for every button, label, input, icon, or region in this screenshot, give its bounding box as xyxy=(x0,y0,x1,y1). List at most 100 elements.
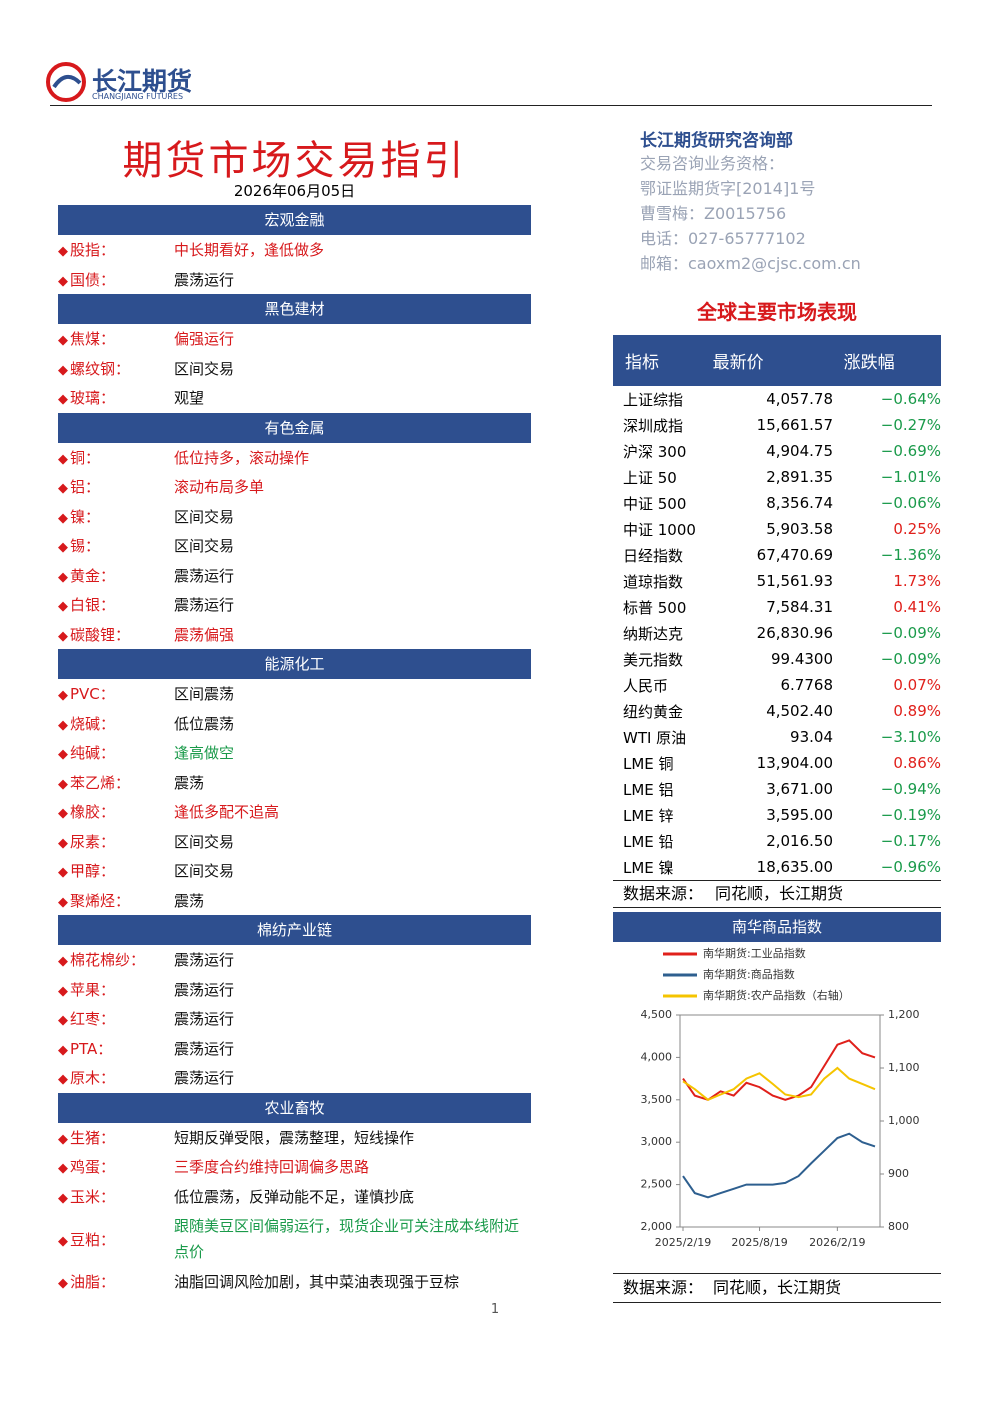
index-name: 中证 1000 xyxy=(623,520,696,539)
index-name: 中证 500 xyxy=(623,494,687,513)
change: 0.86% xyxy=(893,754,941,772)
item-row: 烧碱：低位震荡 xyxy=(58,709,531,739)
market-row: WTI 原油 93.04 −3.10% xyxy=(613,724,941,750)
market-row: LME 铝 3,671.00 −0.94% xyxy=(613,776,941,802)
change: −1.01% xyxy=(880,468,941,486)
index-name: 人民币 xyxy=(623,676,669,695)
item-view: 震荡运行 xyxy=(174,1069,235,1088)
table-source: 数据来源： 同花顺，长江期货 xyxy=(613,880,941,908)
item-label: 苹果： xyxy=(58,979,174,1000)
item-label: 铜： xyxy=(58,447,174,468)
change: −0.27% xyxy=(880,416,941,434)
item-label: 螺纹钢： xyxy=(58,358,174,379)
price: 67,470.69 xyxy=(756,546,833,564)
market-row: 纽约黄金 4,502.40 0.89% xyxy=(613,698,941,724)
page-number: 1 xyxy=(490,1302,500,1317)
change: 0.41% xyxy=(893,598,941,616)
item-view: 震荡运行 xyxy=(174,566,235,585)
item-view: 中长期看好，逢低做多 xyxy=(174,241,325,260)
change: −3.10% xyxy=(880,728,941,746)
legend-label: 南华期货:工业品指数 xyxy=(703,946,806,960)
item-row: 棉花棉纱：震荡运行 xyxy=(58,945,531,975)
market-table: 指标 最新价 涨跌幅 上证综指 4,057.78 −0.64% 深圳成指 15,661.57 −… xyxy=(613,335,941,908)
price: 4,904.75 xyxy=(766,442,833,460)
market-row: 道琼指数 51,561.93 1.73% xyxy=(613,568,941,594)
series-line xyxy=(682,1039,876,1101)
source-label: 数据来源： xyxy=(623,884,704,903)
contact-line: 交易咨询业务资格： xyxy=(640,154,785,173)
item-label: 焦煤： xyxy=(58,328,174,349)
x-tick-label: 2026/2/19 xyxy=(809,1236,865,1249)
y-tick-label: 2,500 xyxy=(641,1178,673,1191)
item-view: 区间交易 xyxy=(174,359,235,378)
price: 93.04 xyxy=(790,728,833,746)
item-label: 黄金： xyxy=(58,565,174,586)
index-name: 美元指数 xyxy=(623,650,684,669)
item-label: 铝： xyxy=(58,476,174,497)
item-view: 震荡 xyxy=(174,773,205,792)
item-row: 铝：滚动布局多单 xyxy=(58,472,531,502)
contact-line: 邮箱：caoxm2@cjsc.com.cn xyxy=(640,254,861,273)
item-label: 原木： xyxy=(58,1067,174,1088)
item-view: 油脂回调风险加剧，其中菜油表现强于豆棕 xyxy=(174,1273,460,1292)
market-row: LME 铜 13,904.00 0.86% xyxy=(613,750,941,776)
source-text: 同花顺，长江期货 xyxy=(713,1278,842,1297)
section-header: 能源化工 xyxy=(58,649,531,679)
chart-source: 数据来源： 同花顺，长江期货 xyxy=(613,1273,941,1303)
change: −0.09% xyxy=(880,624,941,642)
index-name: LME 铝 xyxy=(623,780,674,799)
item-row: 原木：震荡运行 xyxy=(58,1063,531,1093)
market-row: 沪深 300 4,904.75 −0.69% xyxy=(613,438,941,464)
item-label: 生猪： xyxy=(58,1127,174,1148)
plot-frame xyxy=(679,1014,881,1228)
index-name: 深圳成指 xyxy=(623,416,684,435)
item-row: 聚烯烃：震荡 xyxy=(58,886,531,916)
contact-line: 曹雪梅：Z0015756 xyxy=(640,204,787,223)
item-view: 震荡运行 xyxy=(174,270,235,289)
item-view: 震荡偏强 xyxy=(174,625,235,644)
section-header: 宏观金融 xyxy=(58,205,531,235)
column-header: 涨跌幅 xyxy=(843,353,895,373)
x-tick-label: 2025/2/19 xyxy=(655,1236,711,1249)
logo-cn: 长江期货 xyxy=(92,67,193,96)
price: 13,904.00 xyxy=(756,754,833,772)
item-label: 白银： xyxy=(58,594,174,615)
legend-label: 南华期货:商品指数 xyxy=(703,967,795,981)
market-row: 美元指数 99.4300 −0.09% xyxy=(613,646,941,672)
change: 0.89% xyxy=(893,702,941,720)
source-label: 数据来源： xyxy=(623,1278,704,1297)
item-label: 油脂： xyxy=(58,1271,174,1292)
series-line xyxy=(682,1066,876,1101)
section-header: 有色金属 xyxy=(58,412,531,443)
item-label: 尿素： xyxy=(58,831,174,852)
item-row: 国债：震荡运行 xyxy=(58,265,531,295)
price: 5,903.58 xyxy=(766,520,833,538)
index-name: 纽约黄金 xyxy=(623,702,684,721)
item-label: 豆粕： xyxy=(58,1229,174,1250)
item-view: 区间交易 xyxy=(174,537,235,556)
source-text: 同花顺，长江期货 xyxy=(715,884,844,903)
item-view: 三季度合约维持回调偏多思路 xyxy=(174,1158,370,1177)
index-name: LME 铜 xyxy=(623,754,674,773)
y2-tick-label: 900 xyxy=(888,1167,909,1180)
section-header: 棉纺产业链 xyxy=(58,915,531,945)
market-row: 日经指数 67,470.69 −1.36% xyxy=(613,542,941,568)
item-row: PVC：区间震荡 xyxy=(58,679,531,709)
item-row: 焦煤：偏强运行 xyxy=(58,324,531,354)
item-label: 烧碱： xyxy=(58,713,174,734)
item-view: 震荡运行 xyxy=(174,951,235,970)
item-row: 锡：区间交易 xyxy=(58,531,531,561)
item-row: 镍：区间交易 xyxy=(58,502,531,532)
item-row: 股指：中长期看好，逢低做多 xyxy=(58,235,531,265)
item-view: 短期反弹受限，震荡整理，短线操作 xyxy=(174,1128,415,1147)
item-view: 低位持多，滚动操作 xyxy=(174,448,310,467)
change: 0.25% xyxy=(893,520,941,538)
item-row: 尿素：区间交易 xyxy=(58,827,531,857)
section-header: 黑色建材 xyxy=(58,294,531,324)
price: 2,016.50 xyxy=(766,832,833,850)
index-name: 上证综指 xyxy=(623,390,684,409)
market-row: 深圳成指 15,661.57 −0.27% xyxy=(613,412,941,438)
y-tick-label: 4,500 xyxy=(641,1008,673,1021)
index-name: 道琼指数 xyxy=(623,572,684,591)
item-row: 橡胶：逢低多配不追高 xyxy=(58,797,531,827)
